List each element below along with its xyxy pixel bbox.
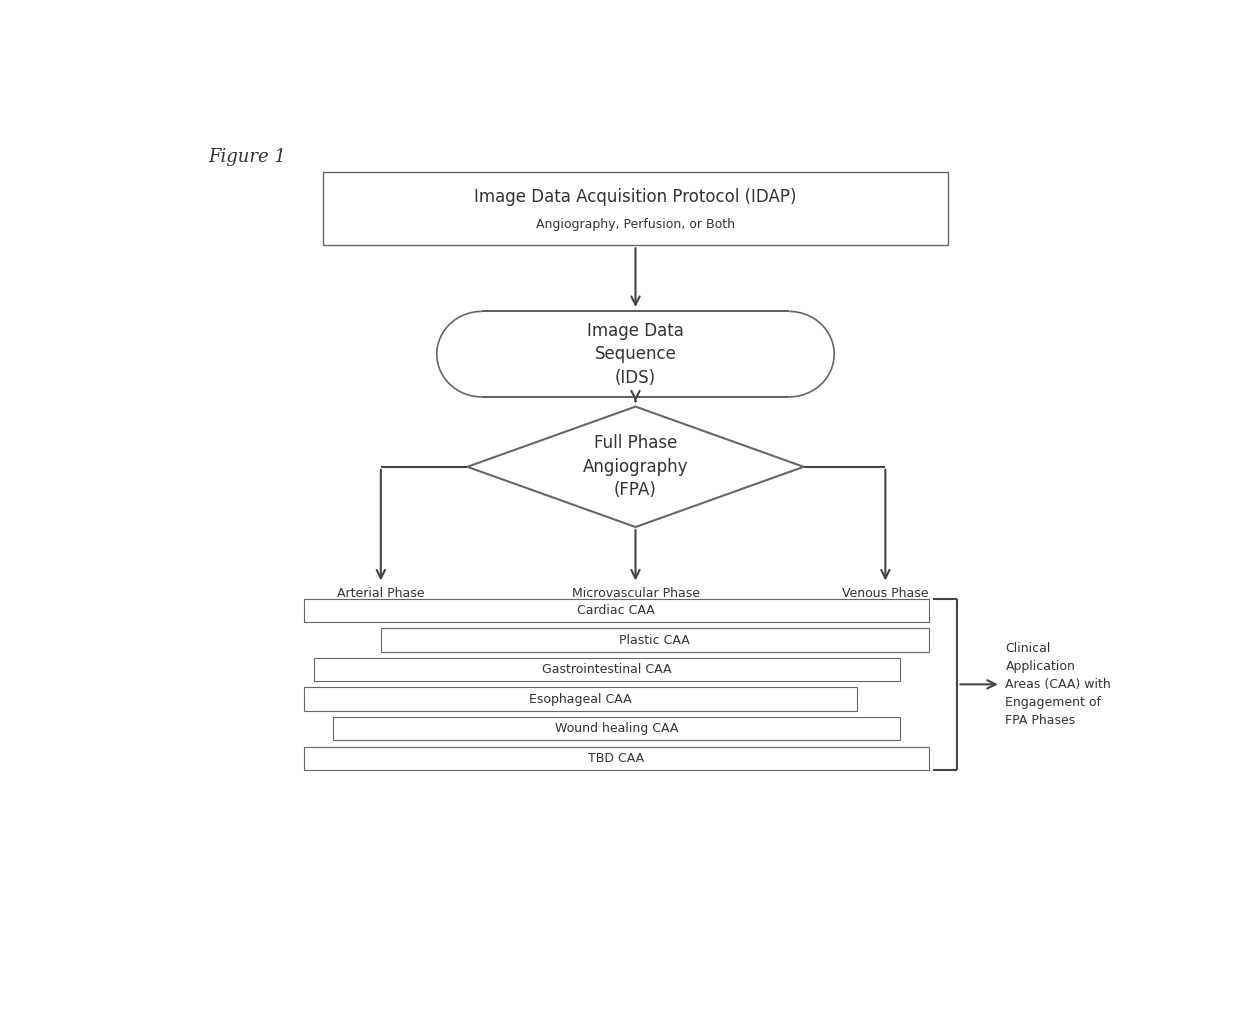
Text: TBD CAA: TBD CAA bbox=[588, 752, 645, 765]
Text: Microvascular Phase: Microvascular Phase bbox=[572, 587, 699, 600]
Text: Full Phase
Angiography
(FPA): Full Phase Angiography (FPA) bbox=[583, 434, 688, 499]
Text: Arterial Phase: Arterial Phase bbox=[337, 587, 424, 600]
Text: Wound healing CAA: Wound healing CAA bbox=[554, 722, 678, 736]
Polygon shape bbox=[467, 407, 804, 527]
Text: Clinical
Application
Areas (CAA) with
Engagement of
FPA Phases: Clinical Application Areas (CAA) with En… bbox=[1006, 642, 1111, 726]
FancyBboxPatch shape bbox=[381, 629, 929, 652]
Text: Image Data Acquisition Protocol (IDAP): Image Data Acquisition Protocol (IDAP) bbox=[474, 188, 797, 206]
Text: Plastic CAA: Plastic CAA bbox=[619, 634, 691, 647]
Text: Venous Phase: Venous Phase bbox=[842, 587, 929, 600]
FancyBboxPatch shape bbox=[304, 687, 857, 710]
FancyBboxPatch shape bbox=[314, 658, 900, 681]
FancyBboxPatch shape bbox=[304, 747, 929, 770]
Text: Angiography, Perfusion, or Both: Angiography, Perfusion, or Both bbox=[536, 218, 735, 230]
Text: Cardiac CAA: Cardiac CAA bbox=[578, 604, 655, 618]
Text: Figure 1: Figure 1 bbox=[208, 148, 285, 166]
Text: Esophageal CAA: Esophageal CAA bbox=[529, 692, 631, 705]
FancyBboxPatch shape bbox=[304, 599, 929, 623]
FancyBboxPatch shape bbox=[332, 717, 900, 741]
FancyBboxPatch shape bbox=[324, 172, 947, 245]
Text: Image Data
Sequence
(IDS): Image Data Sequence (IDS) bbox=[587, 322, 684, 386]
Text: Gastrointestinal CAA: Gastrointestinal CAA bbox=[542, 663, 671, 676]
